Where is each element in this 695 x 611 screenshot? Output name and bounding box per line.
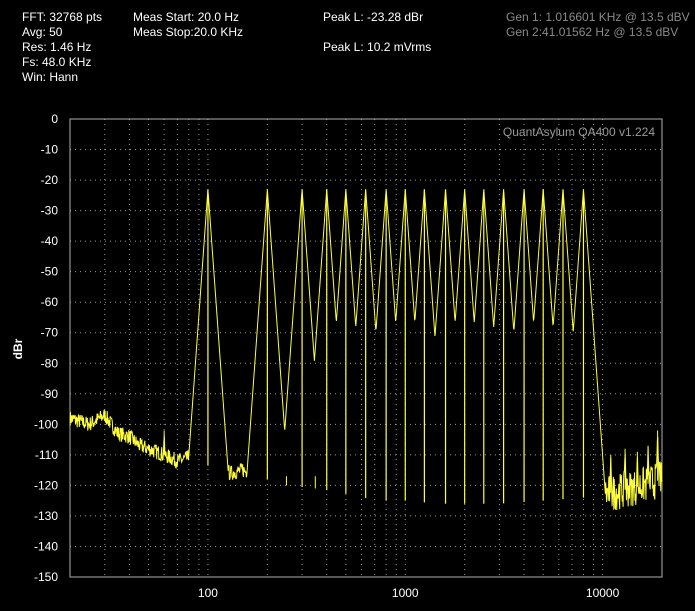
y-tick-label: -30 bbox=[41, 204, 59, 218]
x-tick-label: 1000 bbox=[392, 586, 419, 600]
y-tick-label: -70 bbox=[41, 326, 59, 340]
y-tick-label: -20 bbox=[41, 173, 59, 187]
y-axis-label: dBr bbox=[11, 338, 25, 359]
y-tick-label: -60 bbox=[41, 295, 59, 309]
resolution-label: Res: 1.46 Hz bbox=[22, 40, 92, 54]
y-tick-label: -130 bbox=[34, 509, 58, 523]
y-tick-label: -90 bbox=[41, 387, 59, 401]
y-tick-label: -120 bbox=[34, 478, 58, 492]
y-tick-label: -110 bbox=[35, 448, 58, 462]
gen1-text: Gen 1: 1.016601 KHz @ 13.5 bbox=[506, 10, 664, 24]
averages-label: Avg: 50 bbox=[22, 25, 63, 39]
peak-vrms-label: Peak L: 10.2 mVrms bbox=[323, 40, 432, 54]
y-tick-label: -40 bbox=[41, 234, 59, 248]
plot-frame bbox=[69, 118, 663, 578]
meas-stop-label: Meas Stop:20.0 KHz bbox=[133, 25, 244, 39]
gen2-label: Gen 2:41.01562 Hz @ 13.5 dBV bbox=[506, 25, 678, 40]
y-tick-label: 0 bbox=[51, 112, 58, 126]
y-tick-label: -80 bbox=[41, 356, 59, 370]
x-axis-ticks: 100 1000 10000 bbox=[198, 586, 620, 600]
y-tick-label: -50 bbox=[41, 265, 59, 279]
meas-start-label: Meas Start: 20.0 Hz bbox=[133, 10, 240, 24]
watermark: QuantAsylum QA400 v1.224 bbox=[503, 125, 655, 139]
y-tick-label: -10 bbox=[41, 143, 59, 157]
x-tick-label: 10000 bbox=[586, 586, 620, 600]
gen1-label: Gen 1: 1.016601 KHz @ 13.5 dBV bbox=[506, 10, 690, 25]
gen1-suffix: dBV bbox=[666, 10, 690, 24]
gen2-suffix: dBV bbox=[655, 25, 679, 39]
gen2-text: Gen 2:41.01562 Hz @ 13.5 bbox=[506, 25, 653, 39]
trace-group bbox=[69, 189, 663, 511]
y-axis-ticks: 0 -10 -20 -30 -40 -50 -60 -70 -80 -90 -100 -110 -120… bbox=[34, 112, 58, 584]
y-tick-label: -150 bbox=[34, 570, 58, 584]
y-tick-label: -100 bbox=[34, 417, 58, 431]
y-tick-label: -140 bbox=[34, 539, 58, 553]
peak-dbr-label: Peak L: -23.28 dBr bbox=[323, 10, 424, 24]
x-tick-label: 100 bbox=[198, 586, 218, 600]
sample-rate-label: Fs: 48.0 KHz bbox=[22, 55, 92, 69]
window-label: Win: Hann bbox=[22, 70, 79, 84]
fft-size-label: FFT: 32768 pts bbox=[22, 10, 103, 24]
